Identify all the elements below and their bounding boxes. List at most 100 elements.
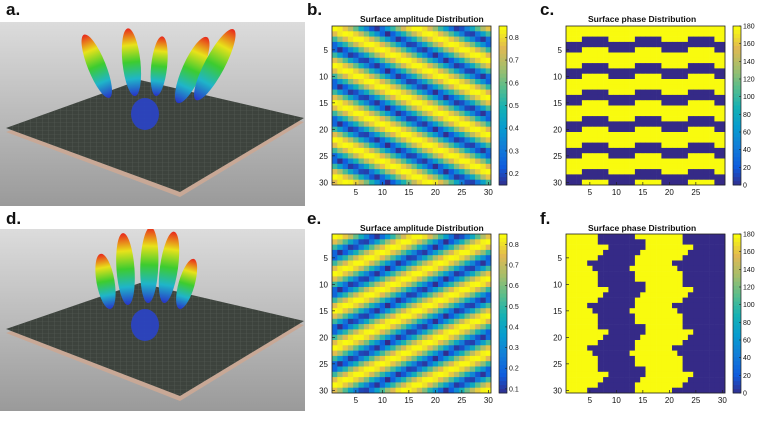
- heatmap-cell: [427, 371, 433, 378]
- heatmap-cell: [698, 276, 705, 282]
- heatmap-cell: [592, 276, 599, 282]
- heatmap-cell: [411, 174, 418, 180]
- heatmap-cell: [469, 100, 476, 106]
- heatmap-cell: [427, 68, 433, 74]
- heatmap-cell: [379, 361, 386, 367]
- heatmap-cell: [358, 68, 365, 74]
- heatmap-cell: [400, 350, 407, 357]
- heatmap-cell: [379, 79, 386, 85]
- heatmap-cell: [342, 142, 349, 149]
- heatmap-cell: [693, 329, 699, 335]
- heatmap-cell: [464, 169, 471, 175]
- heatmap-cell: [385, 110, 391, 117]
- heatmap-cell: [719, 260, 726, 267]
- heatmap-cell: [337, 94, 343, 101]
- heatmap-cell: [379, 265, 386, 272]
- heatmap-cell: [374, 302, 380, 309]
- heatmap-cell: [640, 318, 646, 325]
- heatmap-cell: [363, 377, 370, 383]
- heatmap-cell: [645, 105, 652, 112]
- heatmap-cell: [453, 324, 460, 330]
- heatmap-cell: [672, 174, 678, 180]
- heatmap-cell: [406, 57, 412, 64]
- heatmap-cell: [592, 147, 599, 154]
- heatmap-cell: [379, 234, 386, 240]
- heatmap-cell: [464, 366, 471, 373]
- colorbar-tick-label: 100: [743, 94, 755, 101]
- heatmap-cell: [687, 137, 694, 143]
- heatmap-cell: [411, 169, 418, 175]
- heatmap-cell: [395, 377, 402, 383]
- heatmap-cell: [395, 366, 402, 373]
- heatmap-cell: [719, 132, 726, 138]
- heatmap-cell: [406, 302, 412, 309]
- heatmap-cell: [666, 84, 673, 90]
- heatmap-cell: [645, 132, 652, 138]
- heatmap-cell: [395, 287, 402, 293]
- heatmap-cell: [682, 340, 689, 346]
- heatmap-cell: [395, 179, 402, 186]
- heatmap-cell: [603, 110, 609, 117]
- heatmap-cell: [629, 89, 636, 96]
- heatmap-cell: [576, 110, 583, 117]
- heatmap-cell: [485, 126, 492, 133]
- heatmap-cell: [453, 84, 460, 90]
- heatmap-cell: [358, 234, 365, 240]
- heatmap-cell: [332, 271, 338, 277]
- colorbar-segment: [733, 109, 741, 114]
- heatmap-cell: [379, 110, 386, 117]
- heatmap-cell: [459, 271, 465, 277]
- heatmap-cell: [427, 324, 433, 330]
- heatmap-cell: [719, 255, 726, 261]
- heatmap-cell: [581, 52, 588, 59]
- heatmap-cell: [416, 313, 423, 320]
- heatmap-cell: [469, 234, 476, 240]
- heatmap-cell: [661, 265, 667, 272]
- heatmap-cell: [603, 318, 609, 325]
- heatmap-cell: [385, 239, 391, 245]
- heatmap-cell: [485, 239, 492, 245]
- heatmap-cell: [395, 174, 402, 180]
- heatmap-cell: [374, 100, 380, 106]
- heatmap-cell: [485, 276, 492, 282]
- heatmap-cell: [438, 329, 444, 335]
- heatmap-cell: [613, 169, 620, 175]
- heatmap-cell: [656, 249, 662, 256]
- heatmap-cell: [363, 297, 370, 304]
- heatmap-cell: [475, 179, 481, 186]
- heatmap-cell: [332, 324, 338, 330]
- panel-label-f: f.: [540, 209, 551, 228]
- heatmap-cell: [453, 355, 460, 362]
- heatmap-cell: [645, 84, 652, 90]
- heatmap-cell: [448, 345, 455, 351]
- heatmap-cell: [353, 41, 359, 48]
- heatmap-cell: [453, 302, 460, 309]
- heatmap-cell: [363, 63, 370, 69]
- heatmap-cell: [480, 308, 486, 314]
- heatmap-cell: [581, 329, 588, 335]
- heatmap-cell: [480, 174, 486, 180]
- heatmap-cell: [661, 26, 667, 32]
- heatmap-cell: [677, 239, 683, 245]
- heatmap-cell: [448, 79, 455, 85]
- heatmap-cell: [624, 244, 630, 251]
- heatmap-cell: [687, 355, 694, 362]
- heatmap-cell: [427, 63, 433, 69]
- heatmap-cell: [714, 302, 720, 309]
- colorbar-segment: [499, 45, 507, 51]
- heatmap-cell: [608, 68, 614, 74]
- heatmap-cell: [581, 318, 588, 325]
- heatmap-cell: [677, 313, 683, 320]
- heatmap-cell: [374, 318, 380, 325]
- heatmap-cell: [459, 163, 465, 170]
- heatmap-cell: [432, 297, 439, 304]
- heatmap-cell: [390, 313, 396, 320]
- heatmap-cell: [608, 318, 614, 325]
- heatmap-cell: [693, 276, 699, 282]
- heatmap-cell: [576, 329, 583, 335]
- heatmap-cell: [374, 287, 380, 293]
- heatmap-cell: [629, 121, 636, 127]
- heatmap-cell: [400, 287, 407, 293]
- heatmap-cell: [475, 137, 481, 143]
